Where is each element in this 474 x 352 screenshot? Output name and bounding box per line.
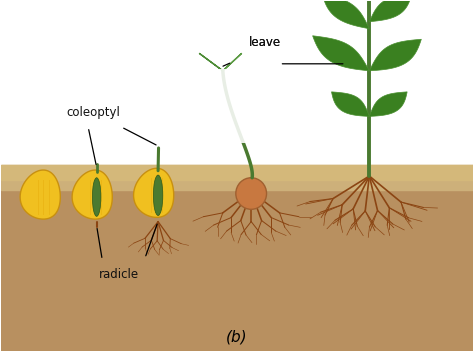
Text: radicle: radicle — [99, 268, 139, 281]
Polygon shape — [134, 168, 174, 218]
Bar — [0, 165, 474, 180]
Polygon shape — [20, 170, 60, 219]
Bar — [0, 165, 474, 190]
Ellipse shape — [154, 175, 163, 215]
Polygon shape — [369, 0, 412, 22]
Ellipse shape — [92, 178, 101, 216]
Polygon shape — [72, 170, 112, 219]
Text: coleoptyl: coleoptyl — [66, 106, 120, 119]
Polygon shape — [313, 36, 369, 71]
Polygon shape — [369, 39, 421, 71]
Text: (b): (b) — [226, 330, 248, 345]
Polygon shape — [223, 53, 242, 71]
Bar — [0, 169, 474, 351]
Polygon shape — [322, 0, 369, 29]
Polygon shape — [369, 92, 407, 117]
Polygon shape — [199, 53, 223, 71]
Text: leave: leave — [249, 36, 282, 49]
Ellipse shape — [236, 178, 266, 209]
FancyBboxPatch shape — [201, 69, 306, 143]
Polygon shape — [331, 92, 369, 117]
Text: leave: leave — [249, 36, 282, 49]
